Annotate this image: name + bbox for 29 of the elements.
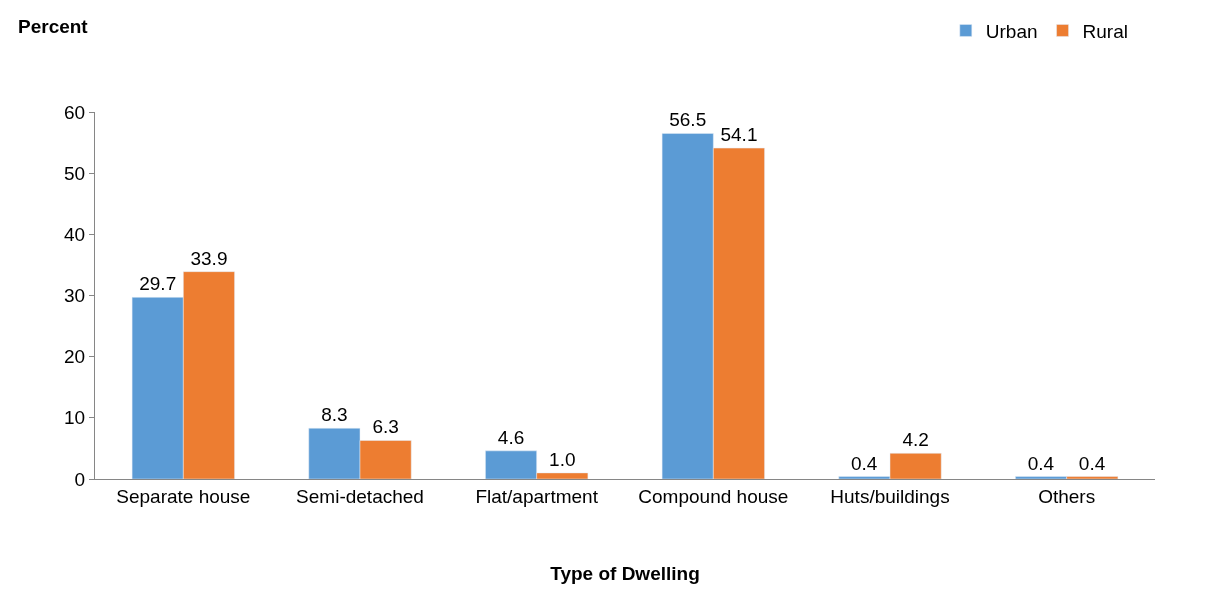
- y-tick-label: 0: [74, 468, 86, 490]
- data-label: 0.4: [1078, 452, 1106, 474]
- y-tick-label: 30: [64, 285, 86, 307]
- y-tick-label: 40: [64, 223, 86, 245]
- data-label: 8.3: [321, 404, 348, 426]
- y-tick-label: 10: [64, 407, 86, 429]
- data-label: 6.3: [372, 416, 399, 438]
- data-label: 56.5: [669, 109, 707, 131]
- x-tick-label: Compound house: [638, 485, 789, 507]
- y-tick-label: 60: [64, 101, 86, 123]
- x-tick-label: Semi-detached: [296, 485, 424, 507]
- x-tick-label: Separate house: [116, 485, 251, 507]
- data-label: 0.4: [1027, 452, 1055, 474]
- x-tick-label: Huts/buildings: [830, 485, 950, 507]
- data-label: 4.2: [902, 429, 929, 451]
- x-tick-label: Flat/apartment: [475, 485, 599, 507]
- legend-label: Urban: [985, 20, 1038, 42]
- x-tick-label: Others: [1038, 485, 1096, 507]
- y-axis-title: Percent: [18, 16, 89, 37]
- y-tick-label: 20: [64, 346, 86, 368]
- legend-label: Rural: [1082, 20, 1128, 42]
- data-label: 29.7: [139, 273, 177, 295]
- y-tick-label: 50: [64, 162, 86, 184]
- data-label: 1.0: [549, 448, 576, 470]
- data-label: 54.1: [720, 124, 758, 146]
- data-label: 33.9: [190, 247, 228, 269]
- data-label: 4.6: [497, 426, 525, 448]
- data-label: 0.4: [850, 452, 878, 474]
- x-axis-title: Type of Dwelling: [550, 562, 700, 584]
